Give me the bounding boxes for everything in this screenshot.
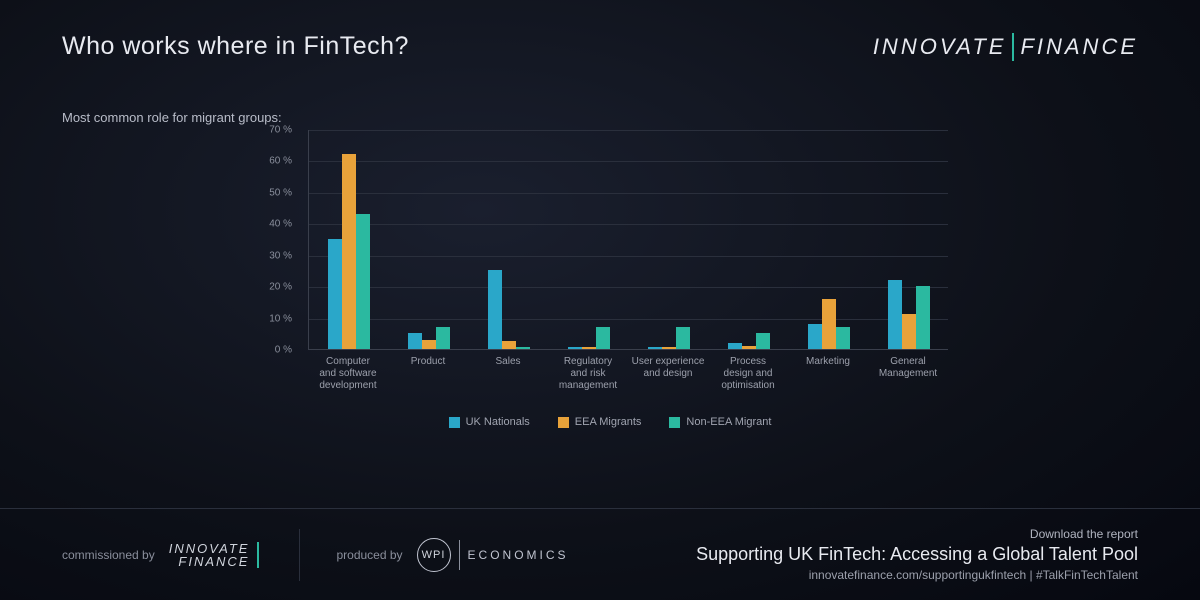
brand-left: INNOVATE	[873, 34, 1007, 60]
wpi-circle-icon: WPI	[417, 538, 451, 572]
produced-label: produced by	[336, 548, 402, 562]
chart-subtitle: Most common role for migrant groups:	[62, 110, 282, 125]
gridline	[309, 287, 948, 288]
bar-group	[888, 280, 930, 349]
x-tick-label: User experience and design	[630, 356, 706, 380]
footer-divider	[299, 529, 300, 581]
brand-logo: INNOVATE FINANCE	[873, 33, 1138, 61]
page-title: Who works where in FinTech?	[62, 32, 409, 61]
footer-produced: produced by WPI ECONOMICS	[336, 538, 568, 572]
bar	[502, 341, 516, 349]
brand-small-right: FINANCE	[178, 555, 249, 568]
bar	[728, 343, 742, 349]
bar	[836, 327, 850, 349]
bar	[488, 270, 502, 349]
bar-group	[328, 154, 370, 349]
bar	[756, 333, 770, 349]
bar	[808, 324, 822, 349]
legend-swatch	[669, 417, 680, 428]
bar	[436, 327, 450, 349]
footer-commissioned: commissioned by INNOVATE FINANCE	[62, 542, 263, 568]
bar	[328, 239, 342, 349]
bar	[888, 280, 902, 349]
x-tick-label: Product	[390, 356, 466, 368]
y-tick-label: 30 %	[269, 250, 292, 261]
bar	[902, 314, 916, 349]
x-tick-label: Regulatory and risk management	[550, 356, 626, 392]
bar	[516, 347, 530, 349]
brand-small-left: INNOVATE	[169, 542, 250, 555]
bar-group	[408, 327, 450, 349]
legend: UK Nationals EEA Migrants Non-EEA Migrant	[260, 416, 960, 428]
y-tick-label: 70 %	[269, 125, 292, 136]
download-label: Download the report	[696, 527, 1138, 541]
bar	[648, 347, 662, 349]
bar	[408, 333, 422, 349]
x-tick-label: Process design and optimisation	[710, 356, 786, 392]
report-link: innovatefinance.com/supportingukfintech …	[696, 568, 1138, 582]
bar-group	[568, 327, 610, 349]
bar	[742, 346, 756, 349]
footer: commissioned by INNOVATE FINANCE produce…	[0, 508, 1200, 600]
bar	[916, 286, 930, 349]
legend-item: Non-EEA Migrant	[669, 416, 771, 428]
y-axis: 0 %10 %20 %30 %40 %50 %60 %70 %	[260, 130, 300, 350]
bar	[676, 327, 690, 349]
legend-label: UK Nationals	[466, 416, 530, 428]
gridline	[309, 224, 948, 225]
x-tick-label: General Management	[870, 356, 946, 380]
bar	[342, 154, 356, 349]
bar-group	[728, 333, 770, 349]
bar	[422, 340, 436, 349]
commissioned-label: commissioned by	[62, 548, 155, 562]
chart: 0 %10 %20 %30 %40 %50 %60 %70 % Computer…	[260, 130, 960, 410]
brand-logo-small: INNOVATE FINANCE	[169, 542, 264, 568]
x-tick-label: Marketing	[790, 356, 866, 368]
y-tick-label: 40 %	[269, 219, 292, 230]
report-title: Supporting UK FinTech: Accessing a Globa…	[696, 544, 1138, 565]
legend-swatch	[558, 417, 569, 428]
bar	[568, 347, 582, 349]
bar	[582, 347, 596, 349]
wpi-divider	[459, 540, 460, 570]
gridline	[309, 130, 948, 131]
bar	[822, 299, 836, 349]
brand-divider	[1012, 33, 1014, 61]
bar	[662, 347, 676, 349]
header: Who works where in FinTech? INNOVATE FIN…	[62, 32, 1138, 61]
y-tick-label: 60 %	[269, 156, 292, 167]
legend-item: UK Nationals	[449, 416, 530, 428]
bar-group	[648, 327, 690, 349]
gridline	[309, 256, 948, 257]
legend-swatch	[449, 417, 460, 428]
legend-item: EEA Migrants	[558, 416, 642, 428]
bar	[356, 214, 370, 349]
gridline	[309, 193, 948, 194]
wpi-text: ECONOMICS	[468, 548, 569, 562]
bar-group	[808, 299, 850, 349]
wpi-logo: WPI ECONOMICS	[417, 538, 569, 572]
plot-area	[308, 130, 948, 350]
footer-report-info: Download the report Supporting UK FinTec…	[696, 527, 1138, 582]
gridline	[309, 319, 948, 320]
y-tick-label: 0 %	[275, 345, 292, 356]
x-tick-label: Computer and software development	[310, 356, 386, 392]
legend-label: EEA Migrants	[575, 416, 642, 428]
gridline	[309, 161, 948, 162]
brand-right: FINANCE	[1020, 34, 1138, 60]
bar	[596, 327, 610, 349]
brand-small-divider	[257, 542, 259, 568]
bar-group	[488, 270, 530, 349]
legend-label: Non-EEA Migrant	[686, 416, 771, 428]
x-tick-label: Sales	[470, 356, 546, 368]
y-tick-label: 20 %	[269, 282, 292, 293]
y-tick-label: 10 %	[269, 313, 292, 324]
y-tick-label: 50 %	[269, 187, 292, 198]
